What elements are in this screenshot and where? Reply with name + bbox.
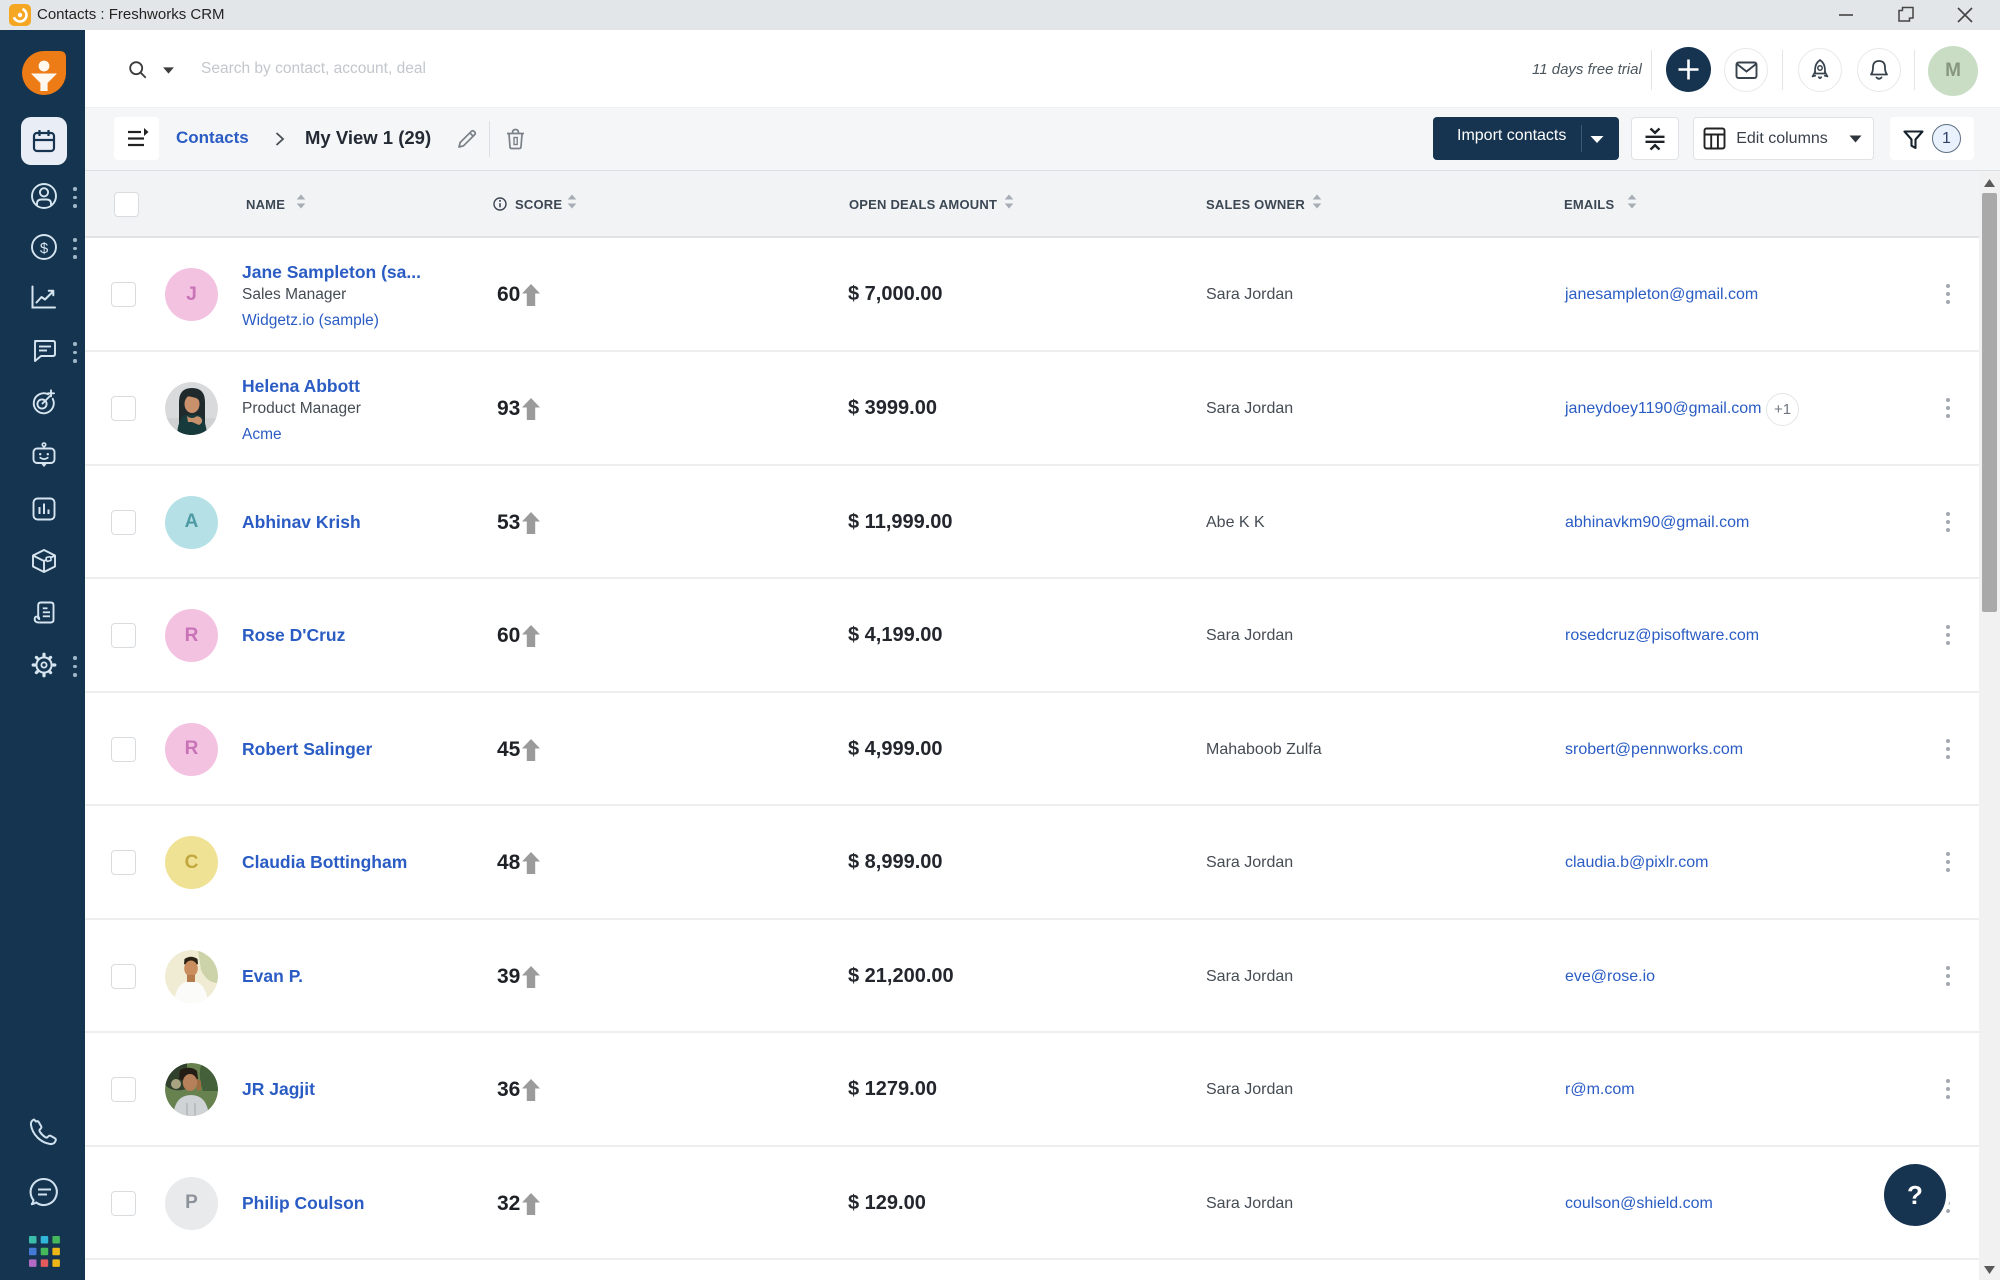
svg-text:$: $ — [40, 240, 49, 257]
